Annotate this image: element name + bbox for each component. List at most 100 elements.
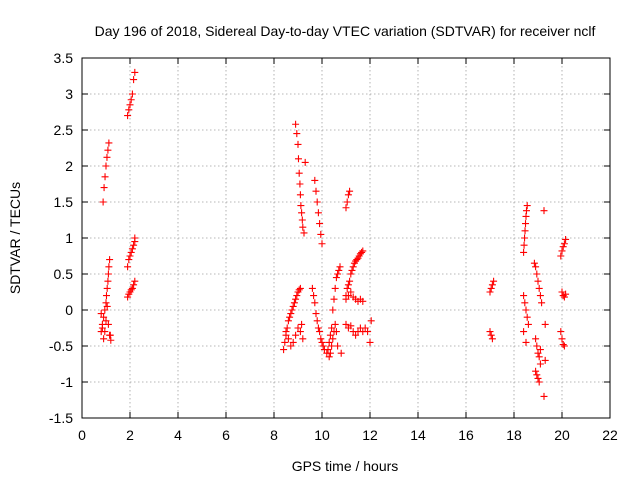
data-point	[524, 320, 532, 328]
y-tick-label: 0	[65, 302, 73, 318]
y-tick-label: 1	[65, 230, 73, 246]
series-arc-10.4h-low	[323, 263, 345, 357]
data-point	[300, 229, 308, 237]
y-axis-label: SDTVAR / TECUs	[7, 182, 23, 294]
data-point	[125, 106, 133, 114]
data-point	[103, 284, 111, 292]
data-point	[296, 191, 304, 199]
data-point	[343, 198, 351, 206]
data-point	[104, 270, 112, 278]
data-point	[293, 292, 301, 300]
data-point	[294, 155, 302, 163]
data-point	[125, 256, 133, 264]
data-point	[523, 313, 531, 321]
data-point	[332, 274, 340, 282]
data-point	[292, 120, 300, 128]
series-arc-8.8h-low-b	[282, 324, 307, 350]
y-tick-label: -0.5	[49, 338, 73, 354]
data-point	[337, 349, 345, 357]
data-point	[298, 216, 306, 224]
data-point	[344, 281, 352, 289]
data-point	[124, 112, 132, 120]
data-point	[487, 331, 495, 339]
data-point	[522, 306, 530, 314]
data-point	[562, 235, 570, 243]
data-point	[364, 328, 372, 336]
y-tick-label: -1.5	[49, 410, 73, 426]
x-tick-label: 22	[602, 427, 618, 443]
data-point	[521, 299, 529, 307]
data-point	[294, 324, 302, 332]
data-point	[102, 292, 110, 300]
data-point	[124, 263, 132, 271]
data-point	[488, 335, 496, 343]
data-point	[104, 146, 112, 154]
data-point	[336, 263, 344, 271]
data-point	[334, 270, 342, 278]
data-point	[131, 277, 139, 285]
x-tick-label: 8	[270, 427, 278, 443]
data-point	[331, 284, 339, 292]
data-point	[283, 324, 291, 332]
data-point	[541, 356, 549, 364]
data-point	[347, 322, 355, 330]
data-point	[358, 248, 366, 256]
data-point	[107, 336, 115, 344]
data-point	[318, 338, 326, 346]
data-point	[98, 324, 106, 332]
data-point	[558, 247, 566, 255]
data-point	[312, 310, 320, 318]
data-point	[532, 367, 540, 375]
data-point	[535, 378, 543, 386]
series-arc-9.0h-high	[292, 120, 309, 237]
data-point	[97, 310, 105, 318]
x-tick-label: 20	[554, 427, 570, 443]
data-point	[490, 277, 498, 285]
data-point	[359, 297, 367, 305]
data-point	[326, 349, 334, 357]
data-point	[522, 207, 530, 215]
data-point	[540, 207, 548, 215]
data-point	[128, 245, 136, 253]
data-point	[298, 209, 306, 217]
data-point	[534, 277, 542, 285]
data-point	[540, 392, 548, 400]
data-point	[342, 204, 350, 212]
data-point	[101, 306, 109, 314]
data-point	[105, 139, 113, 147]
series-arc-11.3h-mid	[342, 247, 367, 300]
data-point	[541, 320, 549, 328]
data-point	[560, 342, 568, 350]
marks-layer	[97, 68, 570, 400]
data-point	[522, 220, 530, 228]
data-point	[301, 158, 309, 166]
data-point	[284, 335, 292, 343]
series-arc-10.0h-low	[308, 284, 328, 354]
data-point	[299, 335, 307, 343]
data-point	[559, 341, 567, 349]
chart-title: Day 196 of 2018, Sidereal Day-to-day VTE…	[95, 23, 596, 39]
data-point	[127, 248, 135, 256]
data-point	[326, 331, 334, 339]
data-point	[334, 342, 342, 350]
y-tick-label: 2	[65, 158, 73, 174]
data-point	[294, 140, 302, 148]
data-point	[128, 284, 136, 292]
data-point	[361, 324, 369, 332]
series-arc-2.1h-low	[124, 277, 139, 301]
y-tick-label: -1	[61, 374, 74, 390]
data-point	[346, 277, 354, 285]
series-arc-2.1h-top	[124, 68, 139, 120]
data-point	[342, 295, 350, 303]
data-point	[523, 202, 531, 210]
data-point	[299, 223, 307, 231]
data-point	[127, 96, 135, 104]
data-point	[533, 342, 541, 350]
data-point	[343, 284, 351, 292]
data-point	[126, 252, 134, 260]
data-point	[311, 299, 319, 307]
data-point	[100, 184, 108, 192]
data-point	[316, 220, 324, 228]
data-point	[536, 292, 544, 300]
data-point	[314, 324, 322, 332]
